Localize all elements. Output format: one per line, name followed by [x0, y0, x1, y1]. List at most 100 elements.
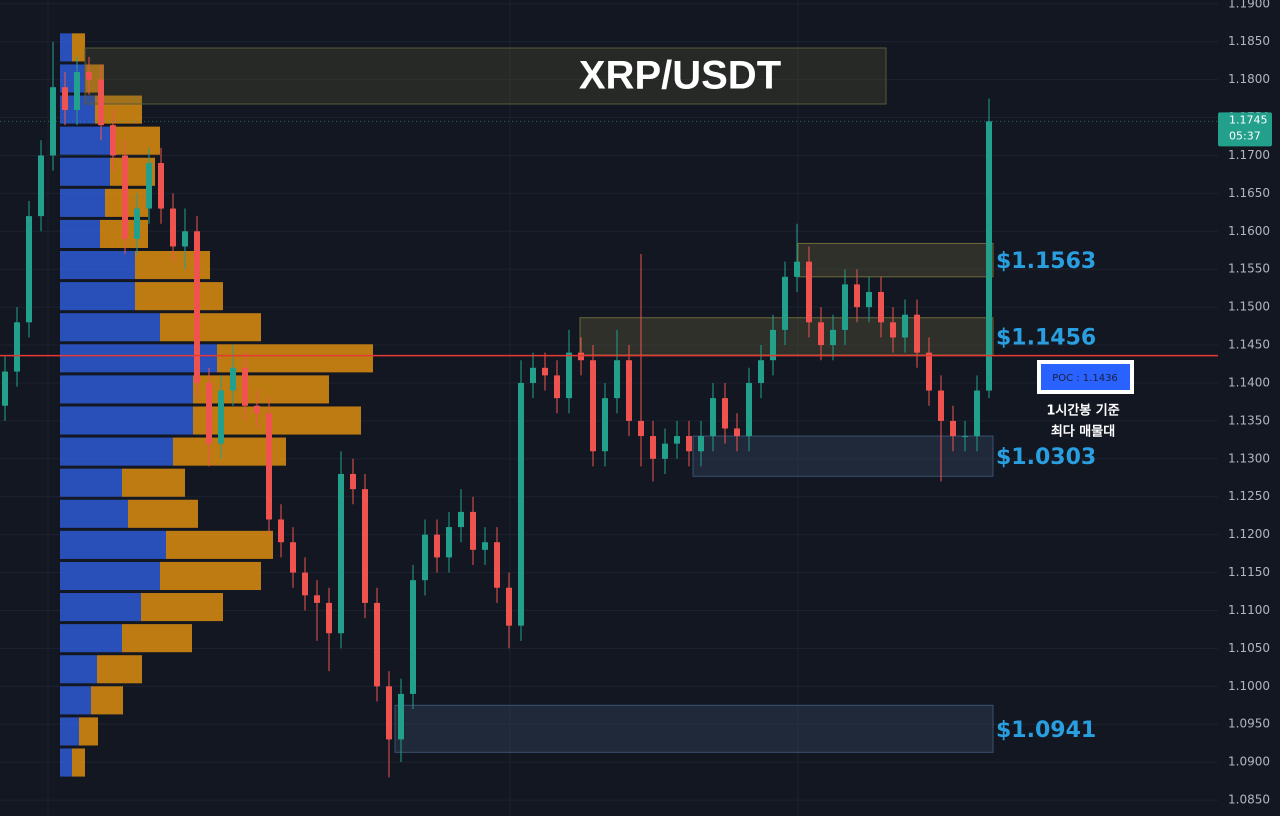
candle-body: [914, 314, 920, 353]
candle-body: [446, 527, 452, 558]
candle-body: [962, 436, 968, 438]
profile-buy: [60, 468, 122, 497]
candle-body: [386, 686, 392, 740]
candle-body: [326, 602, 332, 634]
candle-body: [674, 436, 680, 444]
candle-body: [626, 360, 632, 421]
profile-sell: [217, 344, 373, 373]
candle-body: [650, 436, 656, 459]
y-tick-label: 1.1250: [1228, 489, 1270, 503]
profile-buy: [60, 251, 135, 280]
candle-body: [182, 231, 188, 247]
candle-body: [590, 360, 596, 452]
profile-sell: [115, 126, 160, 155]
candle-body: [974, 390, 980, 437]
profile-sell: [91, 686, 123, 715]
candle-body: [830, 329, 836, 346]
candle-body: [758, 360, 764, 383]
profile-buy: [60, 499, 128, 528]
profile-sell: [160, 313, 261, 342]
candle-body: [950, 420, 956, 437]
candle-body: [218, 390, 224, 444]
y-tick-label: 1.0900: [1228, 755, 1270, 769]
candle-body: [482, 542, 488, 550]
candle-body: [506, 587, 512, 626]
candle-body: [494, 542, 500, 588]
y-tick-label: 1.1550: [1228, 262, 1270, 276]
profile-buy: [60, 219, 100, 249]
profile-sell: [97, 655, 142, 684]
candle-body: [566, 352, 572, 399]
profile-buy: [60, 33, 72, 62]
candle-body: [518, 382, 524, 626]
candle-body: [722, 398, 728, 429]
profile-buy: [60, 126, 115, 155]
candle-body: [686, 436, 692, 452]
profile-buy: [60, 624, 122, 653]
last-price-tag: [1218, 112, 1272, 147]
profile-buy: [60, 686, 91, 715]
profile-buy: [60, 282, 135, 311]
candle-body: [530, 367, 536, 383]
profile-buy: [60, 593, 141, 622]
profile-buy: [60, 375, 193, 404]
candle-body: [158, 163, 164, 209]
y-tick-label: 1.1650: [1228, 186, 1270, 200]
profile-sell: [72, 33, 85, 62]
candle-body: [818, 322, 824, 346]
candle-body: [206, 382, 212, 444]
candle-body: [362, 489, 368, 603]
candle-body: [542, 367, 548, 376]
y-tick-label: 1.1900: [1228, 0, 1270, 10]
candle-body: [746, 382, 752, 437]
candle-body: [854, 284, 860, 308]
zone-label: $1.1563: [996, 249, 1096, 274]
y-tick-label: 1.1200: [1228, 527, 1270, 541]
y-tick-label: 1.1350: [1228, 413, 1270, 427]
poc-label: POC : 1.1436: [1052, 373, 1118, 384]
zone: [692, 435, 994, 477]
candle-body: [302, 572, 308, 596]
candle-body: [338, 473, 344, 634]
zone-label: $1.0941: [996, 718, 1096, 743]
profile-sell: [72, 748, 85, 777]
candle-body: [926, 352, 932, 391]
candle-body: [86, 72, 92, 80]
y-tick-label: 1.1150: [1228, 565, 1270, 579]
zone: [394, 704, 994, 753]
y-tick-label: 1.1800: [1228, 72, 1270, 86]
candles: [2, 41, 992, 778]
candle-body: [422, 534, 428, 581]
candle-body: [782, 276, 788, 330]
last-price-label: 1.1745: [1229, 113, 1268, 126]
candle-body: [554, 375, 560, 399]
y-tick-label: 1.1600: [1228, 224, 1270, 238]
chart-title: XRP/USDT: [579, 54, 781, 98]
annotation: 1시간봉 기준: [1046, 403, 1119, 419]
candle-body: [866, 291, 872, 308]
candle-body: [902, 314, 908, 338]
overlay: [0, 120, 1218, 357]
profile-buy: [60, 344, 217, 373]
poc-badge: [1041, 364, 1130, 390]
profile-sell: [160, 561, 261, 591]
profile-buy: [60, 437, 173, 466]
y-tick-label: 1.1000: [1228, 679, 1270, 693]
y-tick-label: 1.1050: [1228, 641, 1270, 655]
candle-body: [578, 352, 584, 361]
profile-buy: [60, 655, 97, 684]
candle-body: [734, 428, 740, 437]
candle-body: [38, 155, 44, 217]
profile-buy: [60, 157, 110, 186]
y-tick-label: 1.0850: [1228, 793, 1270, 807]
candle-body: [146, 163, 152, 209]
candle-body: [26, 216, 32, 323]
candle-body: [2, 371, 8, 406]
candle-body: [842, 284, 848, 330]
candle-body: [374, 602, 380, 687]
candle-body: [290, 542, 296, 573]
y-tick-label: 1.1400: [1228, 375, 1270, 389]
candle-body: [122, 155, 128, 239]
candle-body: [890, 322, 896, 338]
candle-body: [794, 261, 800, 277]
